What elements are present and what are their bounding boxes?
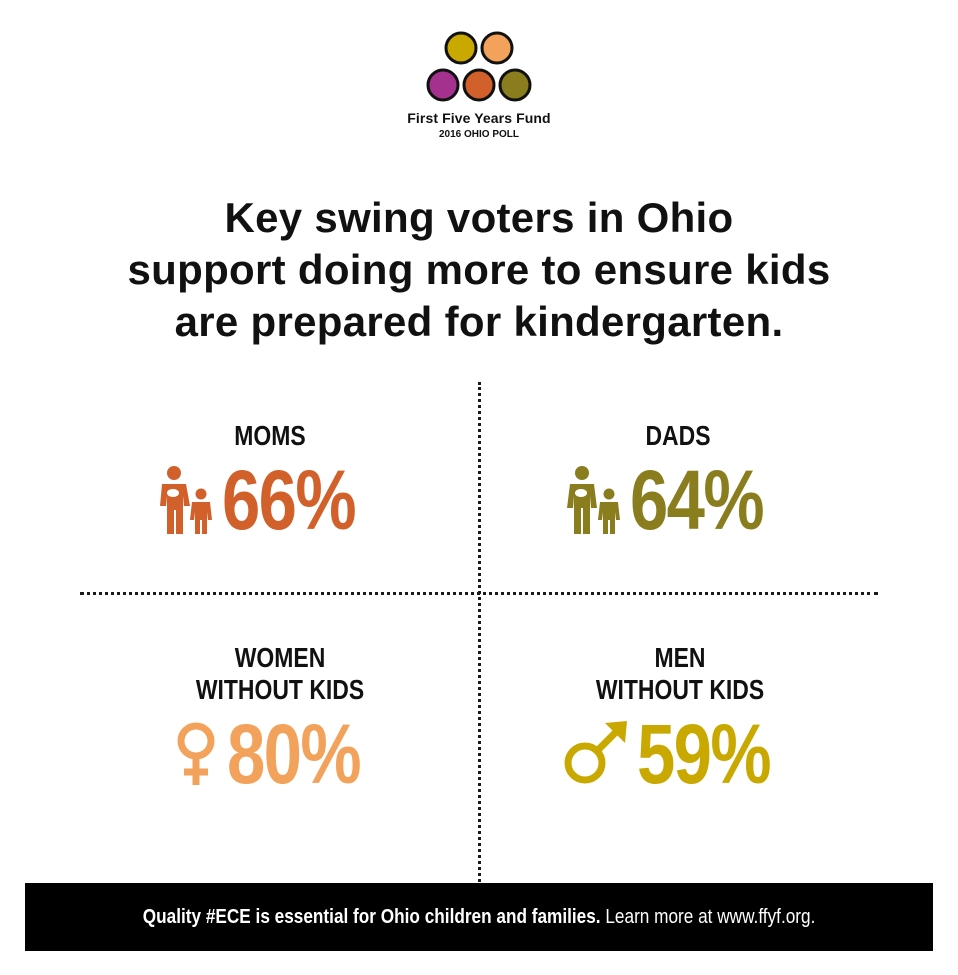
logo-circles-icon bbox=[426, 31, 532, 102]
footer-banner: Quality #ECE is essential for Ohio child… bbox=[25, 883, 933, 951]
father-child-icon bbox=[566, 466, 620, 534]
stat-value: 80% bbox=[226, 707, 362, 801]
stat-label: DADS bbox=[645, 420, 711, 451]
stat-label: MOMS bbox=[234, 420, 306, 451]
logo-name: First Five Years Fund bbox=[407, 110, 551, 126]
logo-circle bbox=[498, 68, 532, 102]
male-symbol-icon bbox=[564, 721, 627, 784]
stat-label: MEN WITHOUT KIDS bbox=[595, 642, 765, 705]
logo-subtitle: 2016 OHIO POLL bbox=[438, 129, 520, 140]
logo-circle bbox=[462, 68, 496, 102]
footer-link-text: Learn more at www.ffyf.org. bbox=[600, 905, 816, 928]
headline: Key swing voters in Ohio support doing m… bbox=[20, 192, 938, 348]
headline-line: support doing more to ensure kids bbox=[127, 246, 831, 293]
vertical-divider bbox=[478, 382, 481, 882]
headline-line: Key swing voters in Ohio bbox=[224, 194, 734, 241]
stat-men-without-kids: MEN WITHOUT KIDS 59% bbox=[480, 642, 880, 796]
logo-circle bbox=[426, 68, 460, 102]
stat-value: 64% bbox=[629, 453, 765, 547]
headline-line: are prepared for kindergarten. bbox=[174, 298, 784, 345]
stat-value: 59% bbox=[636, 707, 772, 801]
footer-bold-text: Quality #ECE is essential for Ohio child… bbox=[142, 905, 601, 928]
female-symbol-icon bbox=[177, 722, 215, 785]
stat-dads: DADS 64% bbox=[478, 420, 878, 542]
logo-circle bbox=[444, 31, 478, 65]
logo-circle bbox=[480, 31, 514, 65]
horizontal-divider bbox=[80, 592, 878, 595]
stat-value: 66% bbox=[221, 453, 357, 547]
mother-child-icon bbox=[159, 466, 212, 534]
logo: First Five Years Fund 2016 OHIO POLL bbox=[0, 30, 958, 140]
stat-women-without-kids: WOMEN WITHOUT KIDS 80% bbox=[80, 642, 480, 796]
stat-label: WOMEN WITHOUT KIDS bbox=[195, 642, 365, 705]
stat-moms: MOMS 66% bbox=[70, 420, 470, 542]
